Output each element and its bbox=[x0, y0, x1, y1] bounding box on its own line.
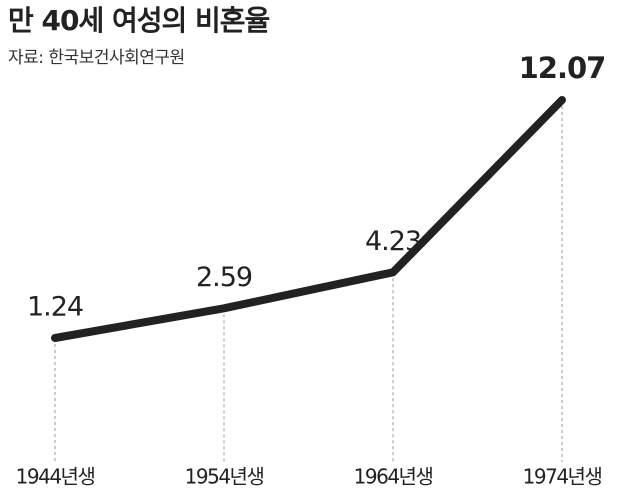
value-label: 4.23 bbox=[365, 226, 421, 257]
x-tick-label: 1964년생 bbox=[354, 465, 433, 489]
data-line bbox=[51, 96, 566, 342]
x-tick-label: 1954년생 bbox=[185, 465, 264, 489]
value-label: 1.24 bbox=[27, 292, 83, 323]
x-tick-label: 1974년생 bbox=[523, 465, 602, 489]
value-label: 2.59 bbox=[196, 262, 252, 293]
value-label: 12.07 bbox=[519, 51, 606, 85]
chart-subtitle: 자료: 한국보건사회연구원 bbox=[8, 48, 185, 68]
chart-title: 만 40세 여성의 비혼율 bbox=[8, 4, 270, 37]
x-tick-label: 1944년생 bbox=[16, 465, 95, 489]
